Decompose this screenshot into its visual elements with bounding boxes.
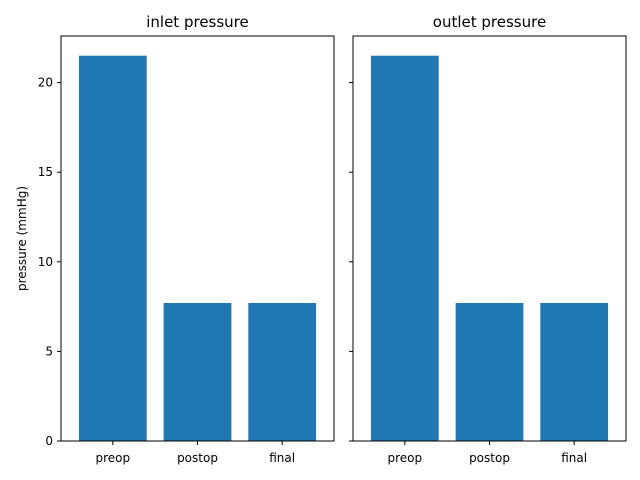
inlet-pressure-bar-final bbox=[248, 303, 317, 441]
inlet-pressure-y-tick-label-15: 15 bbox=[38, 165, 53, 179]
inlet-pressure-x-tick-label-final: final bbox=[269, 451, 295, 465]
outlet-pressure-bar-postop bbox=[455, 303, 524, 441]
inlet-pressure-bar-preop bbox=[78, 55, 147, 441]
inlet-pressure-bar-postop bbox=[163, 303, 232, 441]
inlet-pressure-y-axis-label: pressure (mmHg) bbox=[15, 186, 29, 291]
outlet-pressure-x-tick-label-final: final bbox=[561, 451, 587, 465]
outlet-pressure-panel: preop postop final outlet pressure bbox=[349, 13, 627, 465]
inlet-pressure-y-tick-label-0: 0 bbox=[45, 434, 53, 448]
inlet-pressure-x-tick-label-preop: preop bbox=[96, 451, 131, 465]
inlet-pressure-x-tick-label-postop: postop bbox=[177, 451, 218, 465]
outlet-pressure-title: outlet pressure bbox=[433, 13, 546, 31]
outlet-pressure-bar-final bbox=[540, 303, 609, 441]
outlet-pressure-x-tick-label-preop: preop bbox=[388, 451, 423, 465]
inlet-pressure-y-tick-label-10: 10 bbox=[38, 255, 53, 269]
inlet-pressure-panel: preop postop final 0 5 10 15 20 inlet pressure pr… bbox=[15, 13, 335, 465]
outlet-pressure-bar-preop bbox=[370, 55, 439, 441]
inlet-pressure-y-tick-label-5: 5 bbox=[45, 344, 53, 358]
inlet-pressure-y-tick-label-20: 20 bbox=[38, 76, 53, 90]
outlet-pressure-x-tick-label-postop: postop bbox=[469, 451, 510, 465]
inlet-pressure-title: inlet pressure bbox=[146, 13, 249, 31]
